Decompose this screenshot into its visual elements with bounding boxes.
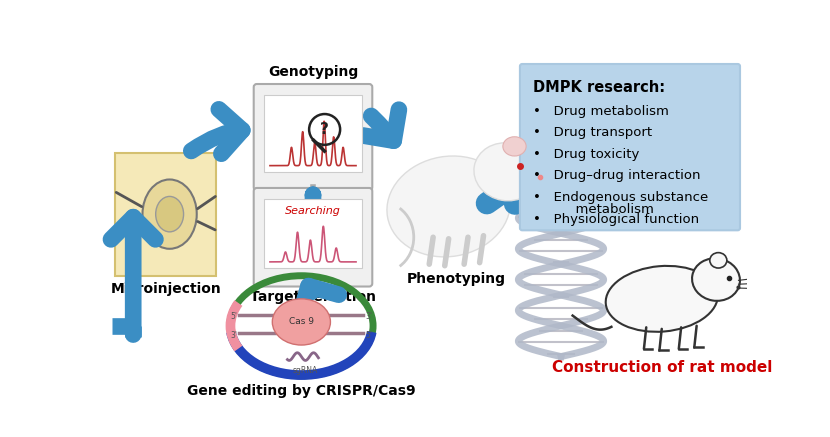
Text: Microinjection: Microinjection — [110, 282, 221, 296]
Ellipse shape — [474, 143, 540, 201]
Text: •   Drug transport: • Drug transport — [533, 126, 652, 139]
Text: 5': 5' — [231, 312, 237, 321]
Ellipse shape — [606, 266, 718, 332]
Ellipse shape — [387, 156, 510, 257]
Text: metabolism: metabolism — [533, 203, 654, 216]
Ellipse shape — [692, 258, 740, 301]
Text: sgRNA: sgRNA — [293, 366, 318, 375]
Text: Gene editing by CRISPR/Cas9: Gene editing by CRISPR/Cas9 — [187, 384, 416, 398]
Text: •   Drug metabolism: • Drug metabolism — [533, 105, 669, 118]
Text: Cas 9: Cas 9 — [289, 317, 314, 326]
Ellipse shape — [503, 137, 526, 156]
FancyBboxPatch shape — [264, 199, 362, 268]
Text: Target selection: Target selection — [250, 290, 376, 304]
Text: Phenotyping: Phenotyping — [407, 272, 505, 286]
Text: •   Endogenous substance: • Endogenous substance — [533, 191, 708, 204]
Ellipse shape — [143, 180, 197, 249]
Ellipse shape — [272, 299, 330, 345]
Text: 3': 3' — [365, 312, 373, 321]
FancyBboxPatch shape — [254, 188, 373, 287]
FancyBboxPatch shape — [264, 95, 362, 172]
Text: Genotyping: Genotyping — [268, 66, 358, 80]
FancyBboxPatch shape — [520, 64, 740, 230]
Text: 3': 3' — [231, 330, 237, 340]
Text: ?: ? — [320, 122, 329, 137]
Text: DMPK research:: DMPK research: — [533, 80, 665, 95]
FancyBboxPatch shape — [254, 84, 373, 190]
Text: 5': 5' — [365, 330, 373, 340]
Text: •   Drug–drug interaction: • Drug–drug interaction — [533, 170, 701, 183]
Text: •   Physiological function: • Physiological function — [533, 212, 699, 225]
Ellipse shape — [710, 253, 727, 268]
Text: •   Drug toxicity: • Drug toxicity — [533, 148, 639, 161]
Text: Construction of rat model: Construction of rat model — [552, 361, 772, 375]
FancyBboxPatch shape — [115, 153, 216, 276]
Ellipse shape — [156, 196, 183, 232]
Text: Searching: Searching — [285, 206, 341, 216]
